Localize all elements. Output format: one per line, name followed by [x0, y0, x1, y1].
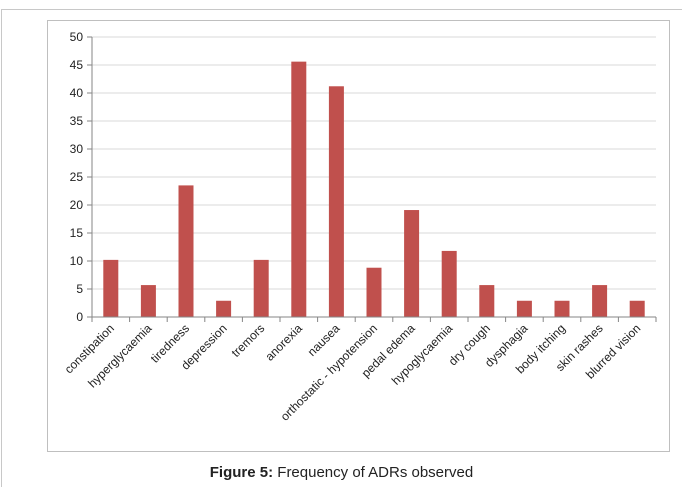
y-tick-label: 25 [70, 170, 84, 184]
figure-caption: Figure 5: Frequency of ADRs observed [0, 464, 683, 481]
bar [178, 185, 194, 317]
bars [103, 61, 645, 317]
bar [516, 300, 532, 317]
bar [554, 300, 570, 317]
bar [328, 86, 344, 317]
gridlines [92, 36, 656, 290]
bar [103, 259, 119, 317]
y-tick-label: 35 [70, 114, 84, 128]
bar [404, 210, 420, 317]
caption-text: Frequency of ADRs observed [273, 464, 474, 481]
y-tick-label: 10 [70, 254, 84, 268]
bar [140, 285, 156, 317]
x-tick-label: anorexia [262, 321, 305, 364]
y-tick-label: 0 [76, 310, 83, 324]
caption-label: Figure 5: [209, 464, 274, 481]
y-tick-label: 50 [70, 30, 84, 44]
y-tick-label: 5 [76, 282, 83, 296]
bar [441, 250, 457, 317]
bar [479, 285, 495, 317]
bar [216, 300, 232, 317]
bar [629, 300, 645, 317]
y-tick-label: 15 [70, 226, 84, 240]
y-tick-label: 40 [70, 86, 84, 100]
x-tick-labels: constipationhyperglycaemiatirednessdepre… [62, 321, 644, 424]
y-tick-label: 30 [70, 142, 84, 156]
y-tick-label: 20 [70, 198, 84, 212]
bar [366, 267, 382, 317]
figure-frame [1, 9, 682, 487]
axes [87, 36, 657, 322]
y-tick-label: 45 [70, 58, 84, 72]
bar [253, 259, 269, 317]
bar [291, 61, 307, 317]
y-tick-labels: 0 5 10 15 20 25 30 35 40 45 50 [70, 30, 84, 324]
chart-area-border [47, 20, 670, 452]
bar [592, 285, 608, 317]
